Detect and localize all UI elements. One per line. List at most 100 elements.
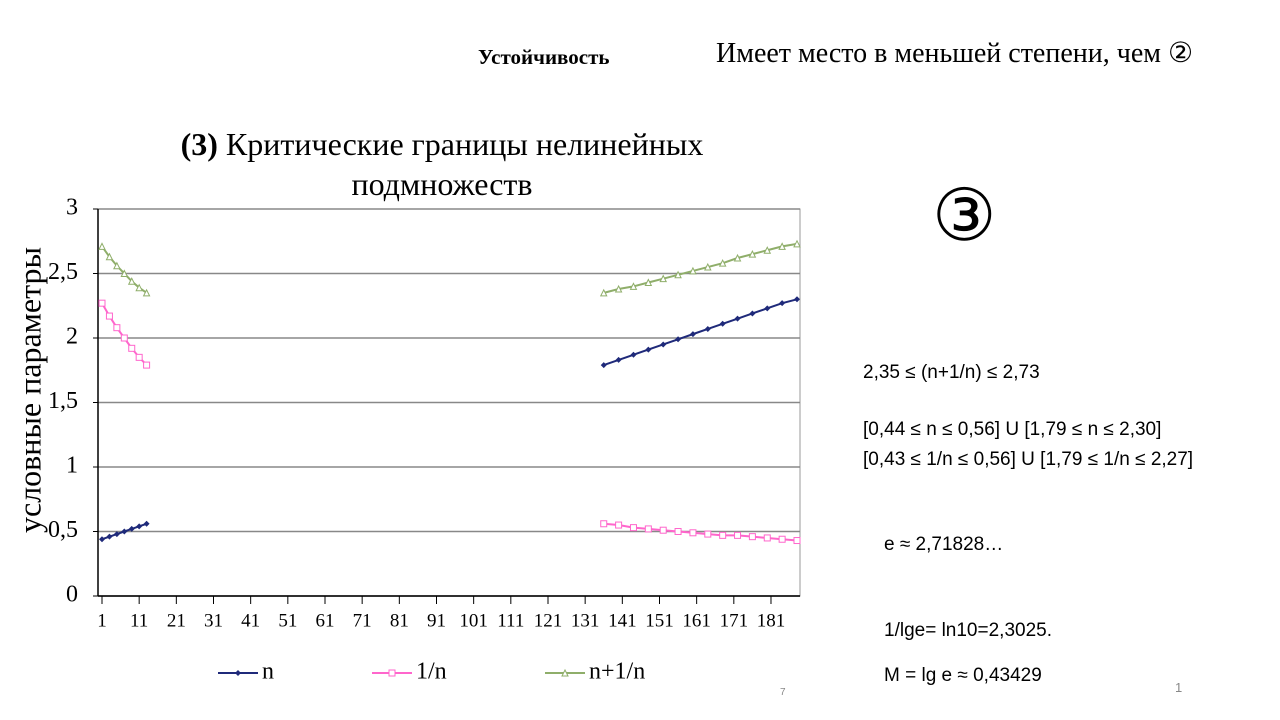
point [644,525,652,533]
legend-label: n [262,659,274,685]
point [235,670,241,676]
x-tick-label: 171 [720,610,749,631]
point [128,525,135,532]
point [644,278,653,287]
x-tick-label: 101 [459,610,488,631]
chart-title: Критические границы нелинейных подмножес… [225,126,704,202]
point [748,533,756,541]
point [703,262,712,271]
point [793,537,801,545]
point [645,346,652,353]
header-label: Устойчивость [478,45,610,69]
point [794,296,800,303]
point [630,351,637,358]
point [615,521,623,529]
point [600,520,608,528]
point [614,284,623,293]
point [719,320,726,327]
point [113,531,120,538]
point [763,246,772,254]
point [719,531,727,539]
header-text: Имеет место в меньшей степени, чем ② [716,38,1194,69]
point [136,523,143,530]
point [143,361,151,369]
note: 1/lge= ln10=2,3025. [884,620,1052,641]
y-tick-label: 1 [66,453,78,479]
point [599,288,608,297]
legend-label: 1/n [416,659,447,685]
x-tick-label: 71 [353,610,372,631]
point [120,334,128,342]
point [135,283,143,292]
x-tick-label: 81 [390,610,409,631]
point [629,524,637,532]
legend-label: n+1/n [589,659,645,685]
note: M = lg e ≈ 0,43429 [884,665,1042,686]
point [778,242,786,250]
point [659,274,668,283]
badge: ③ [932,176,997,256]
point [98,299,106,307]
point [718,259,727,267]
point [659,526,667,534]
x-tick-label: 51 [278,610,297,631]
point [135,353,143,361]
point [748,250,757,258]
point [600,362,607,369]
point [629,282,638,290]
point [98,242,106,250]
point [105,312,113,320]
point [793,239,801,248]
point [749,310,756,317]
x-tick-label: 131 [571,610,600,631]
point [689,331,696,338]
x-tick-label: 61 [315,610,334,631]
x-tick-label: 141 [608,610,637,631]
y-tick-label: 2,5 [48,259,78,285]
point [778,535,786,543]
x-tick-label: 151 [645,610,674,631]
x-tick-label: 161 [682,610,711,631]
point [764,305,771,312]
x-tick-label: 181 [757,610,786,631]
point [674,270,682,279]
point [704,530,712,538]
point [143,520,150,527]
point [689,529,697,537]
x-tick-label: 21 [167,610,186,631]
x-tick-label: 41 [241,610,260,631]
note: [0,43 ≤ 1/n ≤ 0,56] U [1,79 ≤ 1/n ≤ 2,27… [863,449,1194,470]
y-tick-label: 0,5 [48,517,78,543]
chart-title-block: (3) Критические границы нелинейных подмн… [130,124,754,204]
chart-title-prefix: (3) [180,126,218,162]
note: 2,35 ≤ (n+1/n) ≤ 2,73 [863,362,1040,383]
point [113,324,121,332]
point [674,528,682,535]
point [734,315,741,322]
x-tick-label: 91 [427,610,446,631]
y-tick-label: 3 [66,195,78,221]
point [106,533,113,540]
point [120,269,129,277]
point [128,344,136,352]
point [675,336,682,343]
point [105,252,114,261]
point [689,266,697,275]
point [127,277,136,285]
y-tick-label: 2 [66,324,78,350]
point [615,356,622,363]
page-number: 1 [1175,680,1183,695]
x-tick-label: 31 [204,610,223,631]
note: e ≈ 2,71828… [884,534,1004,555]
point [660,341,667,348]
point [142,288,151,297]
x-tick-label: 111 [497,610,524,631]
y-tick-label: 0 [66,582,78,608]
y-tick-label: 1,5 [48,388,78,414]
point [704,325,711,332]
point [121,528,128,535]
point [734,531,742,539]
x-tick-label: 1 [97,610,107,631]
